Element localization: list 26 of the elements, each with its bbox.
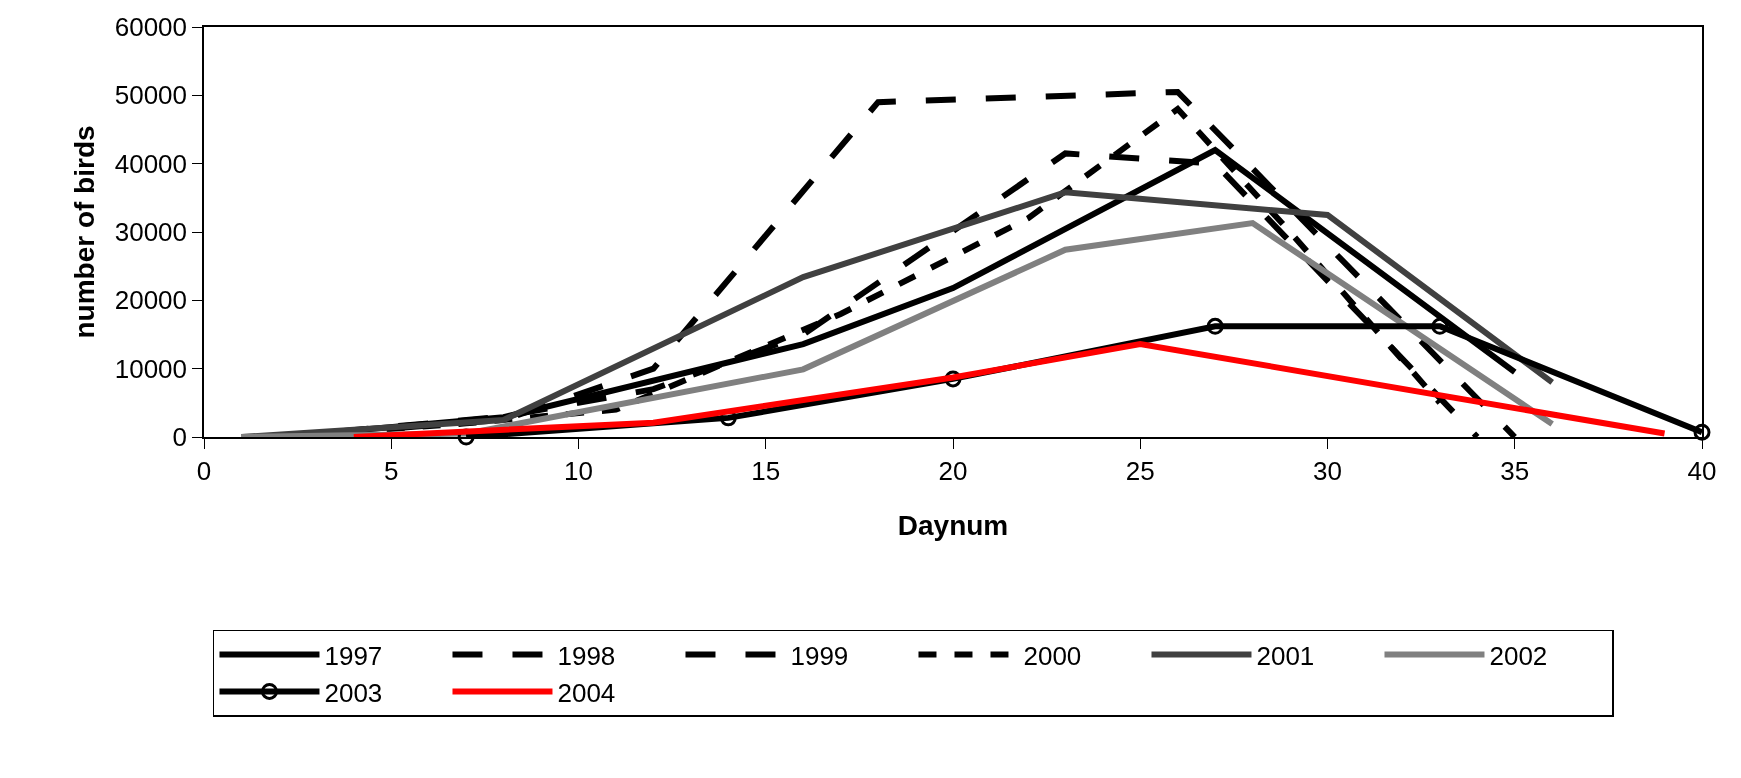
x-tick-label: 40 — [1687, 455, 1717, 486]
x-tick-label: 10 — [564, 455, 593, 486]
y-axis-title: number of birds — [68, 125, 100, 339]
x-tick-label: 0 — [196, 455, 212, 486]
legend-label: 2002 — [1489, 640, 1548, 671]
legend-label: 1997 — [324, 640, 383, 671]
legend-label: 2000 — [1023, 640, 1082, 671]
x-tick-label: 5 — [384, 455, 399, 486]
y-tick-label: 20000 — [114, 285, 188, 316]
x-tick-label: 20 — [938, 455, 968, 486]
x-tick-label: 15 — [751, 455, 781, 486]
x-tick-label: 35 — [1500, 455, 1530, 486]
x-axis-title: Daynum — [897, 509, 1009, 541]
legend-label: 2003 — [324, 677, 383, 708]
legend-label: 1998 — [557, 640, 616, 671]
legend-label: 2001 — [1256, 640, 1315, 671]
legend-label: 2004 — [557, 677, 616, 708]
y-tick-label: 40000 — [114, 148, 188, 179]
y-tick-label: 50000 — [114, 80, 188, 111]
legend-label: 1999 — [790, 640, 849, 671]
y-tick-label: 30000 — [114, 217, 188, 248]
x-tick-label: 30 — [1313, 455, 1342, 486]
y-tick-label: 10000 — [114, 353, 188, 384]
y-tick-label: 60000 — [114, 12, 188, 43]
x-tick-label: 25 — [1125, 455, 1155, 486]
y-tick-label: 0 — [172, 422, 188, 453]
